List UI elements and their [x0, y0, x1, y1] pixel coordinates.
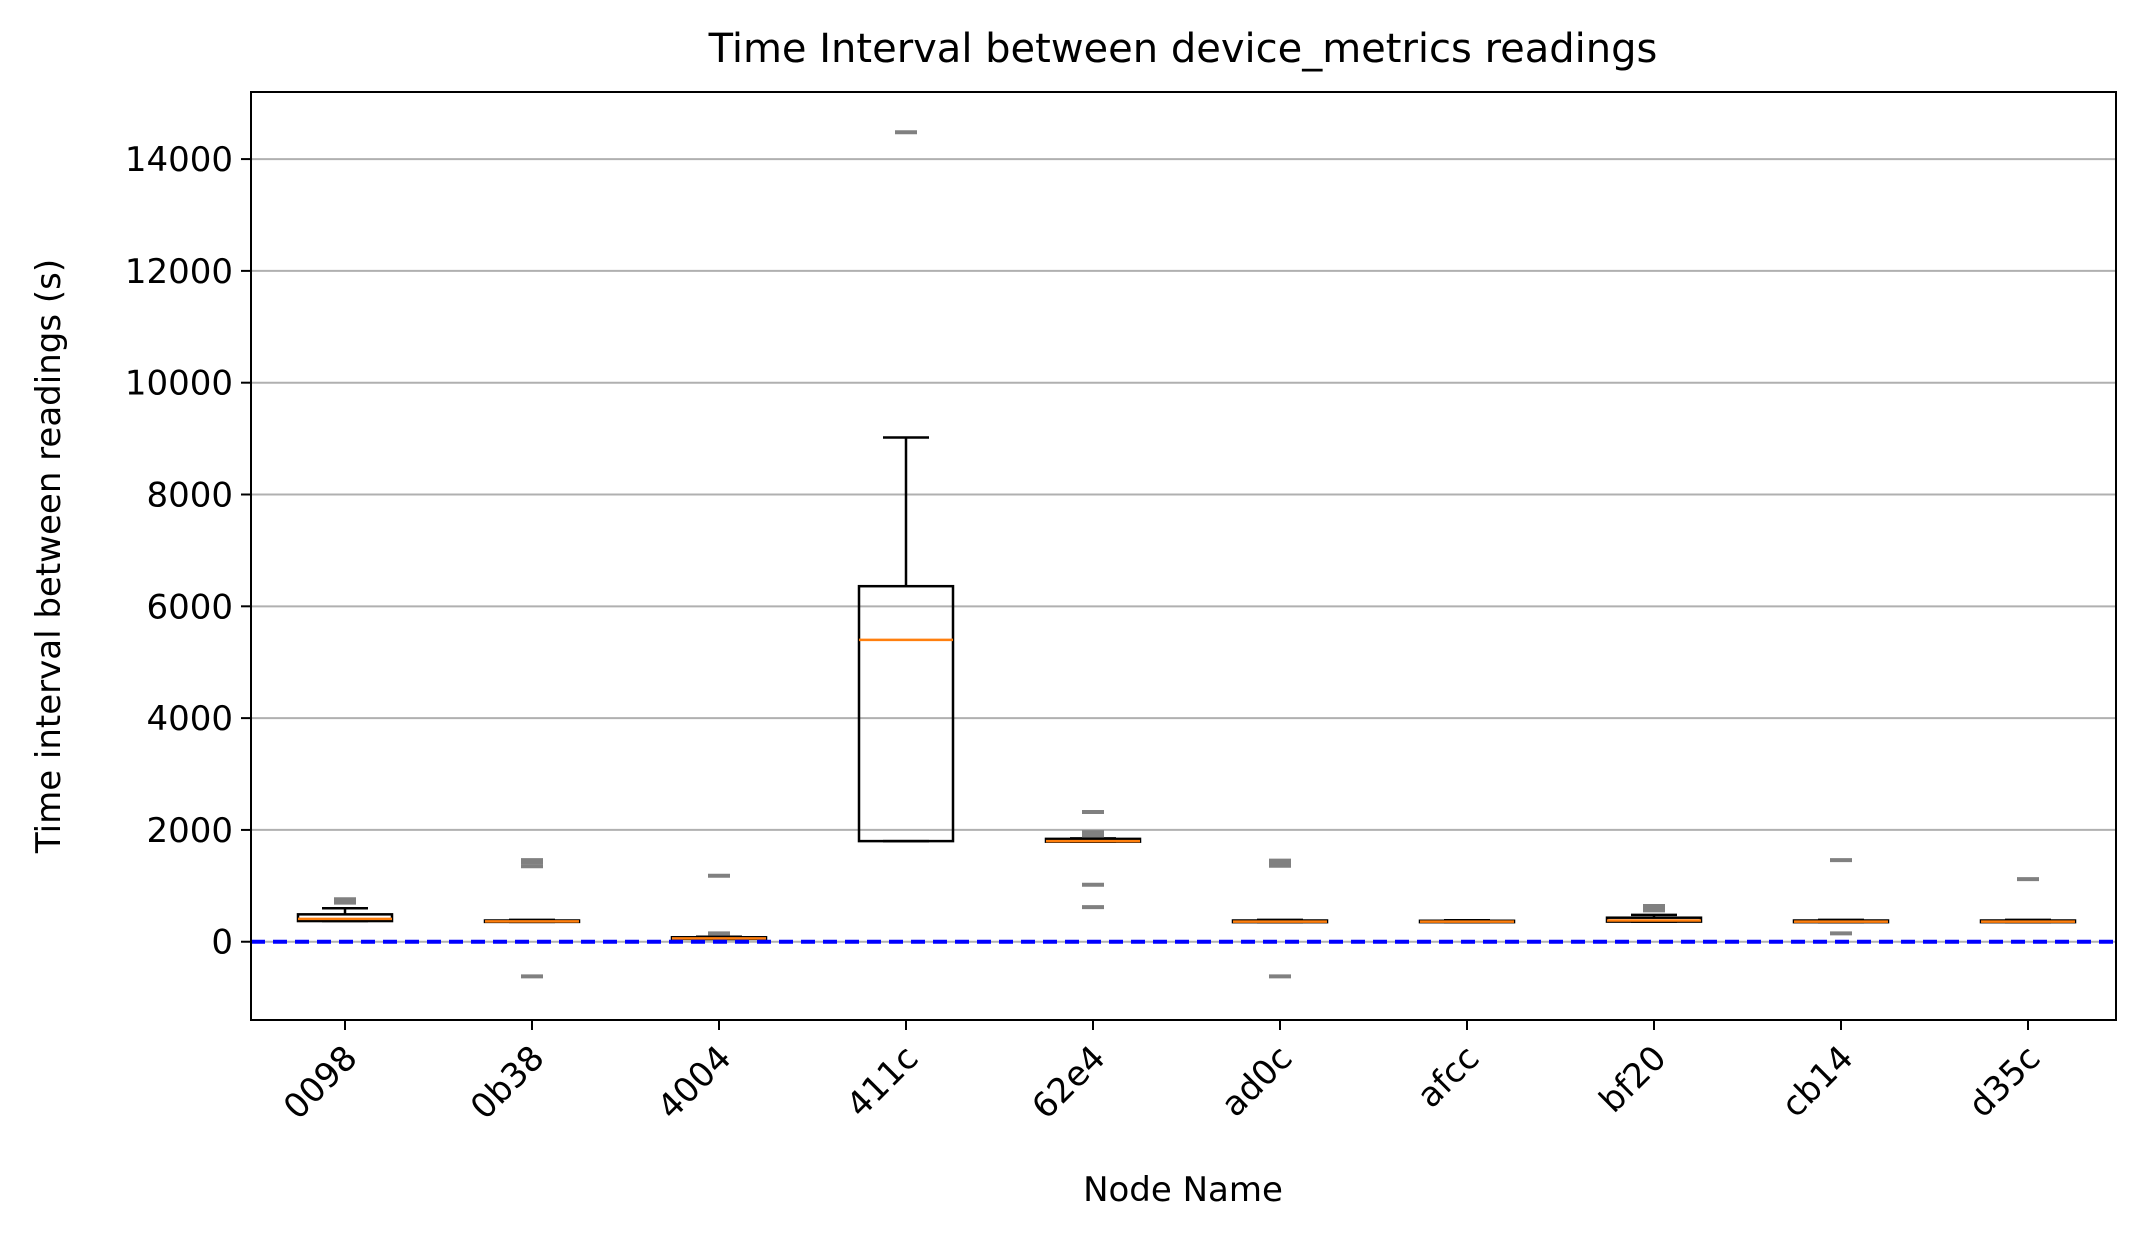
x-tick-label: d35c [1961, 1038, 2048, 1125]
box-0098 [296, 897, 394, 923]
y-axis: 0 2000 4000 6000 8000 10000 12000 14000 [125, 140, 251, 963]
x-tick-label: 0098 [276, 1038, 365, 1127]
chart-title: Time Interval between device_metrics rea… [708, 26, 1658, 72]
box-411c [857, 130, 955, 843]
y-tick-label: 2000 [146, 811, 233, 851]
x-tick-label: 4004 [650, 1038, 739, 1127]
y-tick-label: 14000 [125, 140, 233, 180]
x-tick-label: afcc [1409, 1038, 1487, 1116]
x-tick-label: 0b38 [463, 1038, 552, 1127]
box-bf20 [1605, 903, 1703, 923]
boxplot-series [296, 130, 2077, 979]
plot-area-frame [250, 91, 2117, 1021]
box-iqr [857, 584, 955, 843]
y-tick-label: 0 [211, 923, 233, 963]
x-tick-label: 411c [839, 1038, 926, 1125]
y-tick-label: 12000 [125, 252, 233, 292]
box-ad0c [1231, 858, 1329, 979]
y-tick-label: 8000 [146, 476, 233, 516]
y-tick-label: 4000 [146, 699, 233, 739]
box-62e4 [1044, 810, 1142, 910]
y-tick-label: 6000 [146, 587, 233, 627]
grid-lines [251, 158, 2116, 943]
x-axis: 0098 0b38 4004 411c 62e4 ad0c afcc bf20 cb14 d35c [276, 1020, 2048, 1128]
y-tick-label: 10000 [125, 364, 233, 404]
x-tick-label: 62e4 [1024, 1038, 1113, 1127]
box-0b38 [483, 858, 581, 979]
x-tick-label: cb14 [1774, 1038, 1861, 1125]
box-d35c [1979, 877, 2077, 924]
x-tick-label: ad0c [1214, 1038, 1301, 1125]
box-4004 [670, 873, 768, 941]
x-tick-label: bf20 [1592, 1038, 1675, 1121]
box-cb14 [1792, 858, 1890, 936]
box-afcc [1418, 918, 1516, 924]
y-axis-label: Time interval between readings (s) [29, 259, 69, 854]
x-axis-label: Node Name [1083, 1170, 1283, 1210]
